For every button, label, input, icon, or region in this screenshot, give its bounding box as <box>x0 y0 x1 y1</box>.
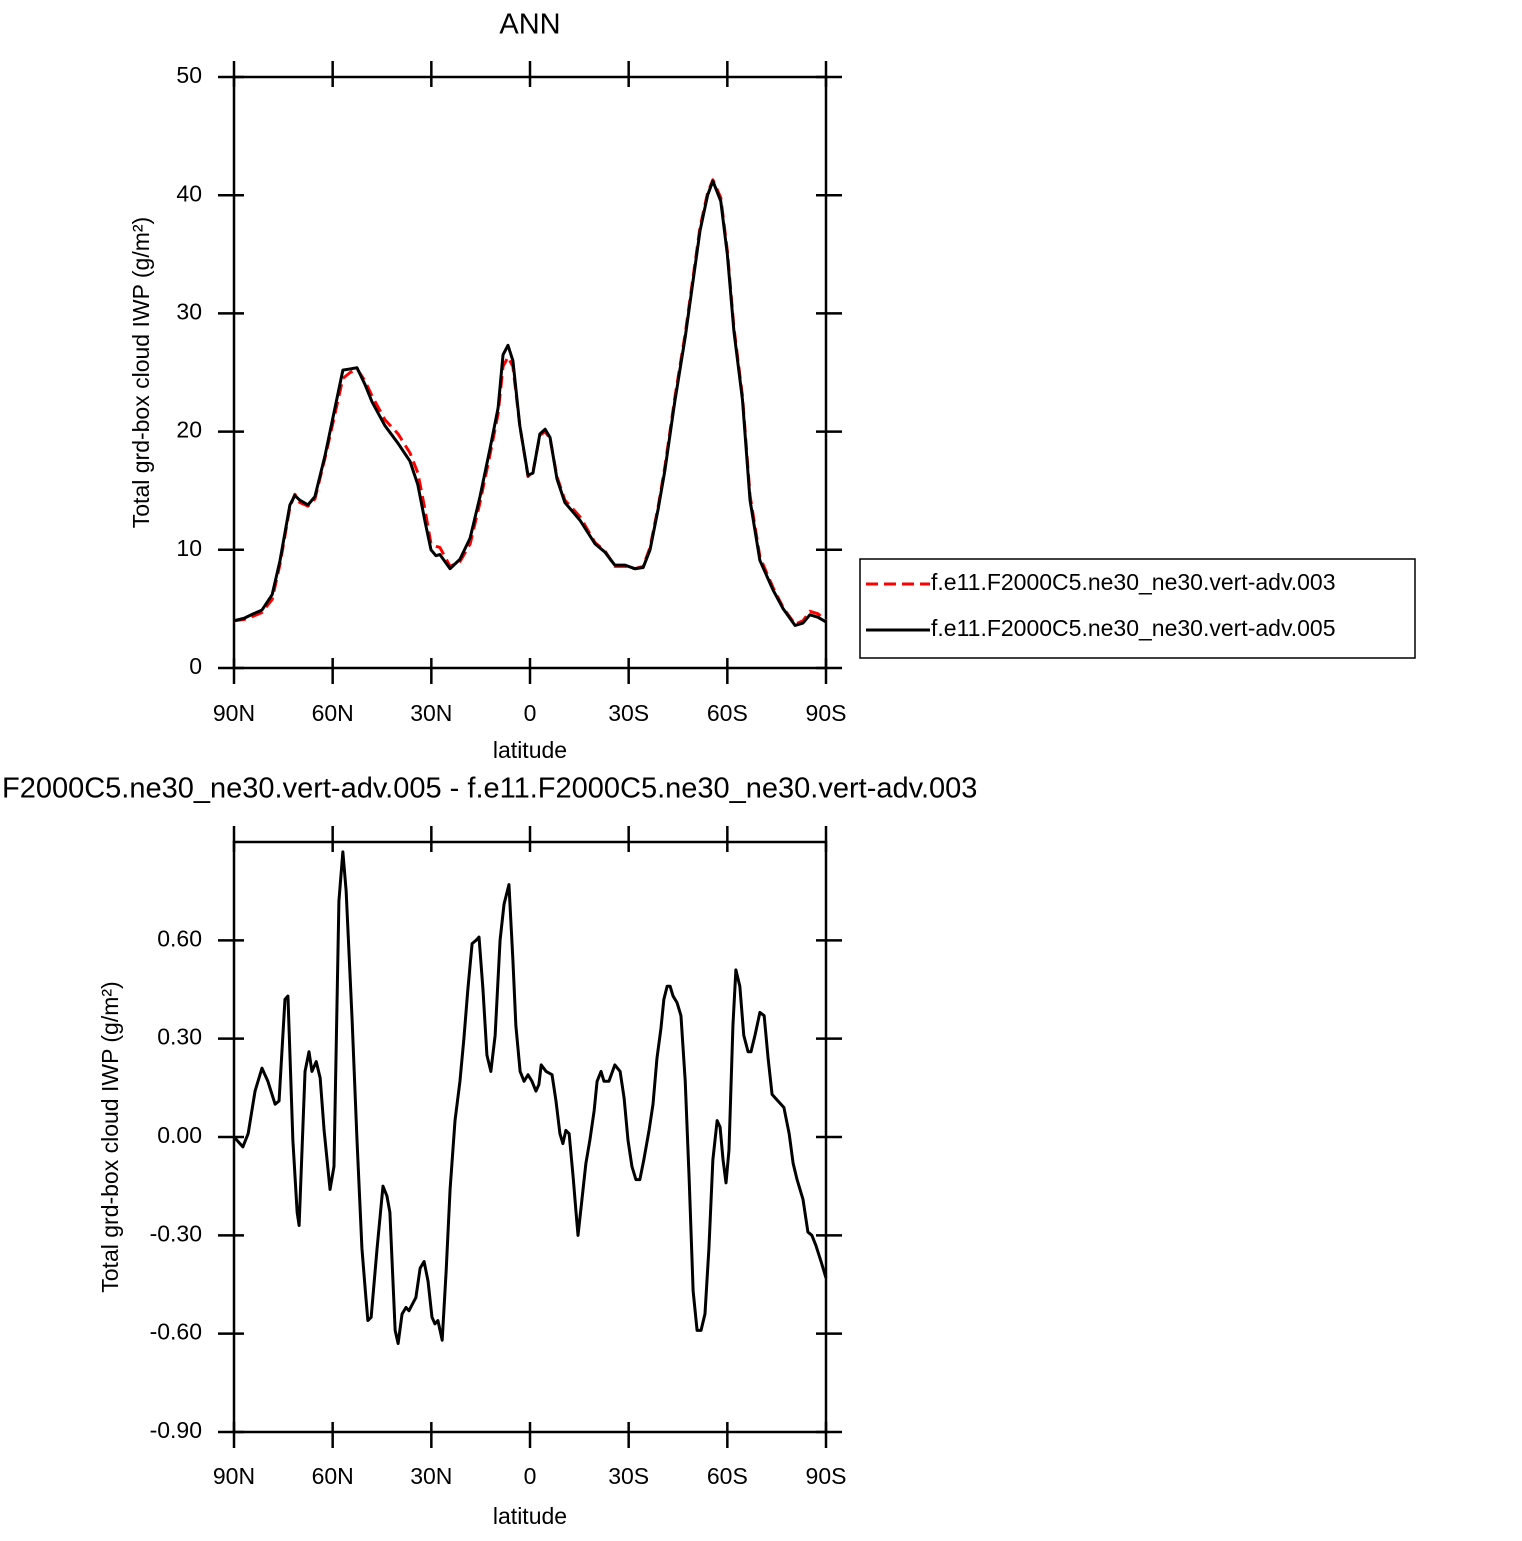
x-tick-label: 30S <box>608 1463 649 1489</box>
chart-title: ANN <box>499 9 560 41</box>
x-tick-label: 30N <box>410 1463 452 1489</box>
data-line <box>233 178 827 626</box>
y-tick-label: -0.60 <box>150 1319 202 1345</box>
y-axis-label: Total grd-box cloud IWP (g/m²) <box>97 981 123 1292</box>
y-tick-label: 40 <box>176 180 202 206</box>
y-tick-label: 0 <box>189 653 202 679</box>
x-tick-label: 60N <box>312 1463 354 1489</box>
plot-frame <box>232 840 828 1434</box>
chart-title: F2000C5.ne30_ne30.vert-adv.005 - f.e11.F… <box>2 773 977 805</box>
y-tick-label: 50 <box>176 62 202 88</box>
y-tick-label: 0.00 <box>157 1122 202 1148</box>
y-tick-label: 20 <box>176 417 202 443</box>
y-tick-label: -0.90 <box>150 1417 202 1443</box>
y-tick-label: -0.30 <box>150 1220 202 1246</box>
x-tick-label: 60S <box>707 1463 748 1489</box>
x-tick-label: 30S <box>608 700 649 726</box>
data-line <box>232 850 828 1345</box>
x-tick-label: 90S <box>806 1463 847 1489</box>
y-tick-label: 30 <box>176 298 202 324</box>
x-tick-label: 0 <box>524 700 537 726</box>
x-axis-label: latitude <box>493 737 567 763</box>
plot-frame <box>232 75 828 670</box>
x-tick-label: 90N <box>213 1463 255 1489</box>
y-axis-label: Total grd-box cloud IWP (g/m²) <box>128 217 154 528</box>
x-tick-label: 90N <box>213 700 255 726</box>
data-line <box>233 179 827 627</box>
x-axis-label: latitude <box>493 1503 567 1529</box>
y-tick-label: 10 <box>176 535 202 561</box>
x-tick-label: 60S <box>707 700 748 726</box>
legend-label: f.e11.F2000C5.ne30_ne30.vert-adv.005 <box>931 615 1336 641</box>
y-tick-label: 0.30 <box>157 1024 202 1050</box>
y-tick-label: 0.60 <box>157 925 202 951</box>
x-tick-label: 90S <box>806 700 847 726</box>
legend-label: f.e11.F2000C5.ne30_ne30.vert-adv.003 <box>931 569 1336 595</box>
x-tick-label: 30N <box>410 700 452 726</box>
legend-box <box>859 558 1416 659</box>
x-tick-label: 0 <box>524 1463 537 1489</box>
x-tick-label: 60N <box>312 700 354 726</box>
